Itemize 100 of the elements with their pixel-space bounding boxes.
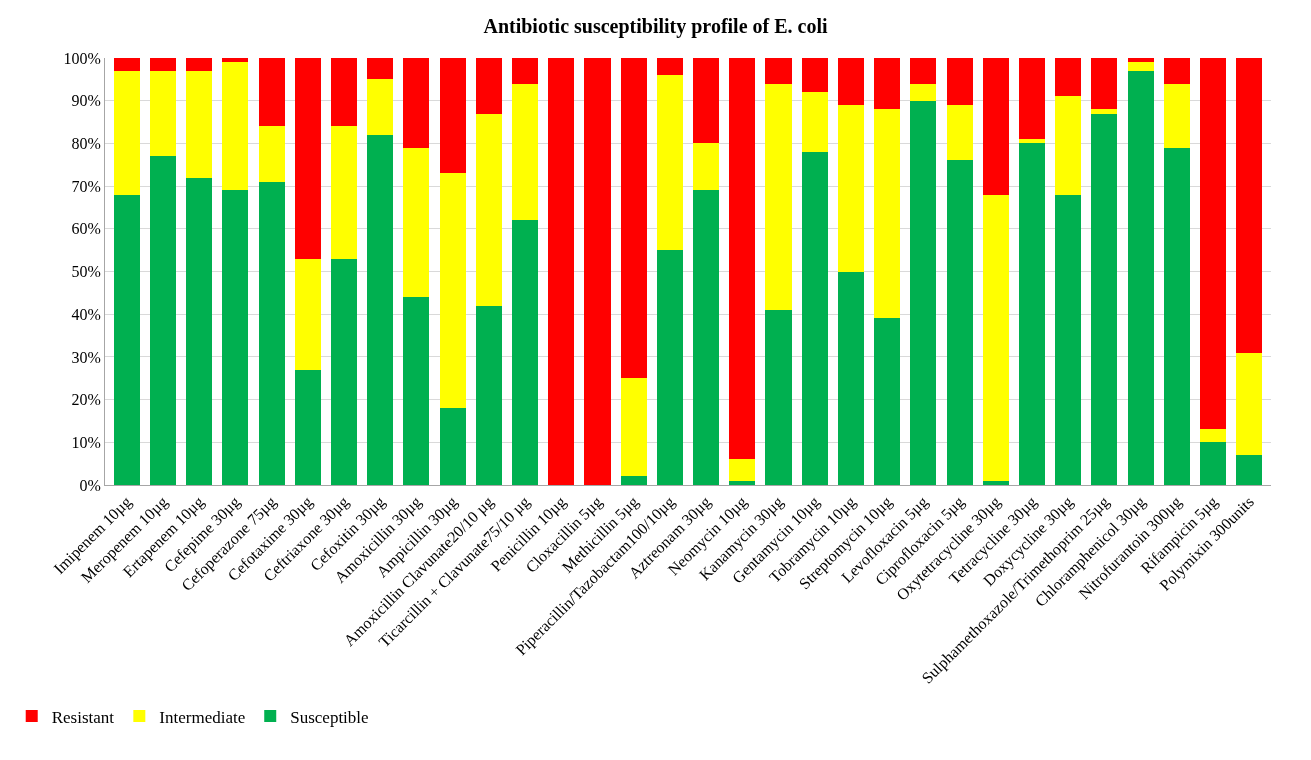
bar — [1236, 352, 1263, 456]
bar — [1091, 113, 1118, 485]
y-tick-label: 10% — [71, 433, 101, 451]
bar — [693, 190, 720, 485]
bar — [367, 58, 394, 80]
bar — [729, 58, 756, 460]
bar — [946, 58, 973, 105]
y-tick-label: 90% — [71, 92, 101, 110]
bar — [946, 160, 973, 485]
bar — [656, 250, 683, 485]
bar — [294, 258, 321, 370]
y-tick-label: 20% — [71, 391, 101, 409]
bar — [1018, 58, 1046, 140]
bar — [258, 58, 285, 127]
bar — [475, 305, 502, 485]
bar — [656, 75, 683, 251]
bar — [258, 126, 285, 182]
bar — [403, 297, 430, 485]
bar — [729, 480, 756, 485]
bar — [801, 151, 828, 485]
bar — [765, 83, 792, 310]
y-tick-label: 80% — [71, 135, 101, 152]
bar — [693, 143, 720, 191]
bar — [765, 58, 792, 84]
bar — [801, 92, 828, 152]
bar — [1055, 194, 1082, 485]
bar — [330, 258, 358, 485]
bar — [693, 58, 720, 144]
y-tick-label: 30% — [71, 348, 101, 366]
bar — [1055, 58, 1082, 97]
bar — [620, 476, 647, 485]
bar — [113, 70, 140, 195]
bar — [1018, 139, 1046, 144]
bar — [620, 378, 647, 477]
bar — [439, 408, 466, 485]
bar — [258, 181, 285, 485]
bar — [910, 100, 937, 485]
y-tick-label: 70% — [71, 177, 101, 195]
bar — [982, 480, 1009, 485]
bar — [874, 58, 901, 110]
legend-label: Resistant — [51, 707, 115, 727]
y-tick-label: 60% — [71, 220, 101, 238]
bar — [874, 109, 901, 319]
bar — [1018, 143, 1046, 485]
bar — [1200, 442, 1227, 485]
bar — [439, 58, 466, 174]
bar — [765, 309, 792, 485]
bar — [113, 58, 140, 71]
bar — [330, 58, 358, 127]
bar — [946, 104, 973, 161]
bar — [1091, 109, 1118, 114]
bar — [910, 58, 937, 84]
bar — [403, 58, 430, 148]
bar — [982, 58, 1009, 195]
bar — [1163, 83, 1190, 148]
chart-title: Antibiotic susceptibility profile of E. coli — [483, 15, 828, 38]
bar — [222, 58, 249, 63]
bar — [367, 134, 394, 485]
y-tick-label: 100% — [63, 49, 101, 67]
bar — [330, 126, 358, 259]
bar — [1127, 62, 1154, 71]
bar — [113, 194, 140, 485]
bar — [186, 70, 213, 178]
bar — [1127, 70, 1154, 485]
bar — [1055, 96, 1082, 195]
bar — [186, 177, 213, 485]
y-tick-label: 50% — [71, 263, 101, 281]
bar — [1163, 147, 1190, 485]
bar — [874, 318, 901, 485]
bar — [1163, 58, 1190, 84]
bar — [548, 58, 575, 485]
y-tick-label: 40% — [71, 305, 101, 323]
bar — [1091, 58, 1118, 110]
bar — [149, 70, 176, 157]
bar — [367, 79, 394, 135]
bar — [801, 58, 828, 93]
bar — [403, 147, 430, 298]
bar — [1200, 58, 1227, 430]
bar — [294, 369, 321, 485]
bar — [222, 62, 249, 191]
bar — [439, 173, 466, 409]
bar — [620, 58, 647, 379]
bar — [837, 271, 864, 485]
bar — [1236, 455, 1263, 485]
bar — [149, 156, 176, 485]
bar — [1127, 58, 1154, 63]
bar — [512, 58, 539, 84]
legend-label: Intermediate — [159, 707, 246, 727]
bar — [149, 58, 176, 71]
bar — [982, 194, 1009, 481]
bar — [837, 104, 864, 272]
bar — [584, 58, 611, 485]
bar — [294, 58, 321, 259]
bar — [1200, 429, 1227, 443]
bar — [475, 58, 502, 114]
bar — [222, 190, 249, 485]
y-tick-label: 0% — [79, 476, 101, 494]
bar — [512, 83, 539, 221]
bar — [186, 58, 213, 71]
bar — [729, 459, 756, 481]
